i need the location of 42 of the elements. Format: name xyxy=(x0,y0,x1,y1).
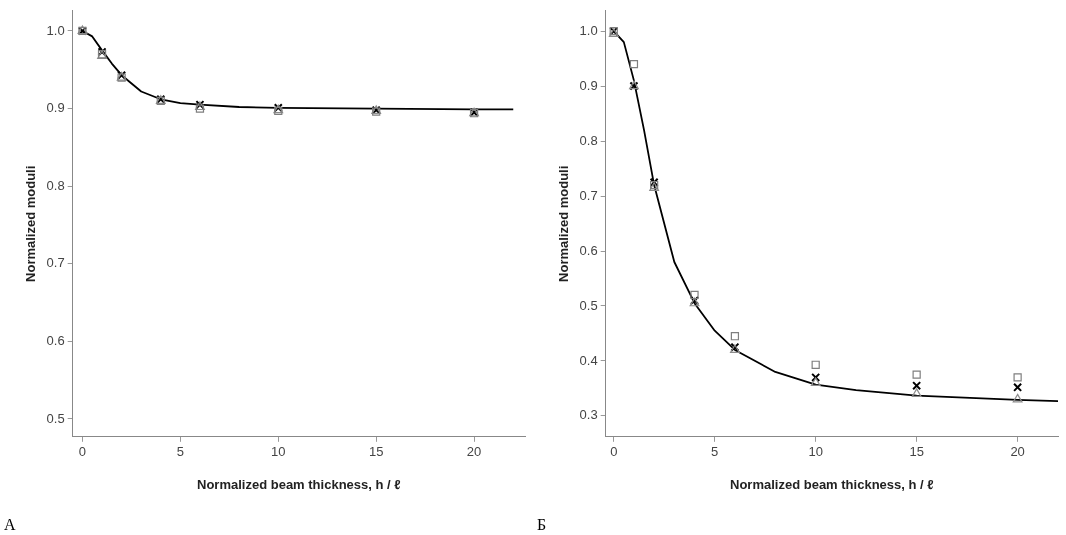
point xyxy=(912,370,921,379)
point xyxy=(730,332,740,341)
y-tick-label: 0.5 xyxy=(46,410,65,426)
y-tick-label: 0.4 xyxy=(579,352,598,368)
point xyxy=(810,377,821,387)
y-tick-label: 0.7 xyxy=(46,255,65,271)
point xyxy=(1012,393,1023,403)
text: Б xyxy=(537,516,547,533)
x-axis-title: Normalized beam thickness, h / ℓ xyxy=(197,476,401,492)
y-tick-label: 0.9 xyxy=(46,100,65,116)
x-tick-label: 15 xyxy=(368,444,384,460)
y-axis-title: Normalized moduli xyxy=(556,165,572,282)
y-axis-title: Normalized moduli xyxy=(23,165,39,282)
x-tick-label: 0 xyxy=(78,444,87,460)
point xyxy=(629,59,639,69)
point xyxy=(911,388,922,398)
y-tick-label: 0.8 xyxy=(579,132,598,148)
y-tick-label: 0.3 xyxy=(579,407,598,423)
y-tick-label: 0.5 xyxy=(579,297,598,313)
y-tick-label: 0.6 xyxy=(46,332,65,348)
x-tick-label: 5 xyxy=(176,444,184,460)
point xyxy=(1013,382,1023,392)
point xyxy=(1013,373,1022,382)
y-tick-label: 1.0 xyxy=(579,22,598,38)
x-tick-label: 15 xyxy=(909,444,924,460)
x-tick-label: 20 xyxy=(466,444,482,460)
x-tick-label: 5 xyxy=(711,444,719,460)
x-tick-label: 20 xyxy=(1010,444,1025,460)
y-tick-label: 0.6 xyxy=(579,242,598,258)
text: А xyxy=(4,516,16,533)
y-tick-label: 0.8 xyxy=(46,177,65,193)
y-tick-label: 1.0 xyxy=(46,22,65,38)
point xyxy=(811,372,821,382)
x-axis-title: Normalized beam thickness, h / ℓ xyxy=(730,476,934,492)
y-tick-label: 0.7 xyxy=(579,187,598,203)
point xyxy=(912,381,922,391)
point xyxy=(811,360,820,369)
x-tick-label: 10 xyxy=(271,444,286,460)
x-tick-label: 0 xyxy=(610,444,618,460)
point xyxy=(690,290,699,300)
x-tick-label: 10 xyxy=(808,444,823,460)
y-tick-label: 0.9 xyxy=(579,77,598,93)
